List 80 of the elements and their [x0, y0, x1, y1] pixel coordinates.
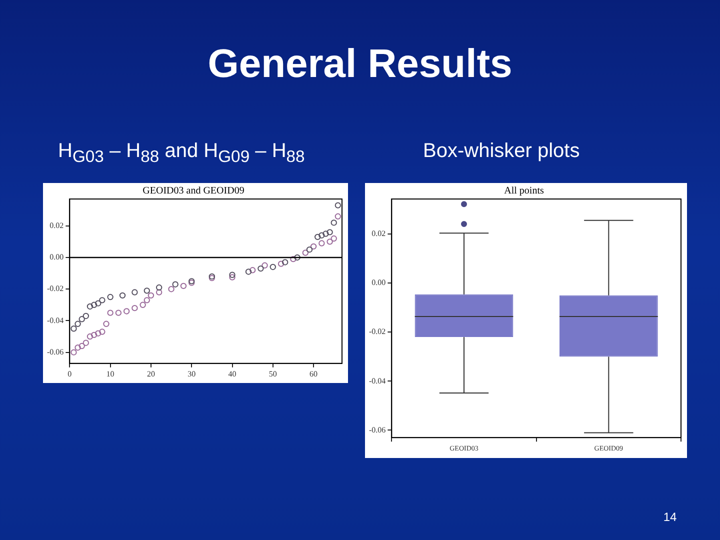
point: [334, 213, 342, 220]
x-tick-label: 60: [310, 369, 318, 378]
point: [99, 297, 106, 304]
point: [282, 259, 288, 266]
point: [326, 238, 333, 245]
y-tick-label: 0.02: [50, 220, 64, 230]
point: [90, 302, 98, 308]
point: [144, 288, 150, 294]
point: [156, 284, 162, 291]
point: [95, 300, 102, 306]
point: [119, 292, 126, 299]
point: [318, 240, 325, 246]
point: [168, 286, 174, 292]
point: [290, 256, 296, 262]
point: [78, 316, 85, 322]
point: [140, 302, 146, 308]
point: [302, 250, 309, 256]
point: [326, 229, 333, 236]
point: [103, 320, 110, 327]
chart-title: GEOID03 and GEOID09: [142, 186, 244, 197]
point: [95, 330, 102, 336]
point: [132, 304, 138, 312]
y-tick-label: -0.02: [368, 327, 386, 336]
point: [148, 292, 154, 299]
point: [249, 267, 256, 274]
point: [314, 234, 321, 240]
point: [322, 230, 329, 237]
point: [70, 326, 77, 332]
x-tick-label: 30: [188, 369, 196, 378]
chart-subtitle: Box-whisker plots: [423, 140, 581, 163]
point: [82, 340, 90, 346]
point: [107, 294, 114, 300]
point: [306, 246, 313, 253]
x-tick-label: 0: [68, 369, 72, 378]
point: [86, 333, 94, 340]
y-tick-label: -0.04: [368, 376, 386, 386]
point: [70, 349, 77, 356]
point: [99, 328, 106, 335]
point: [270, 264, 276, 270]
point: [334, 202, 342, 208]
y-tick-label: 0.02: [372, 229, 386, 238]
point: [115, 310, 122, 316]
point: [180, 282, 187, 290]
point: [330, 220, 337, 226]
point: [172, 281, 178, 288]
point: [144, 297, 150, 304]
point: [107, 310, 114, 316]
point: [262, 262, 268, 268]
point: [123, 308, 130, 314]
x-tick-label: 20: [146, 369, 155, 378]
point: [82, 312, 90, 320]
point: [310, 243, 317, 250]
point: [90, 332, 98, 338]
point: [78, 342, 85, 350]
y-tick-label: -0.04: [46, 316, 64, 325]
point: [294, 254, 300, 261]
point: [258, 265, 264, 272]
point: [74, 344, 81, 351]
y-tick-label: 0.00: [372, 278, 386, 288]
x-tick-label: 40: [228, 369, 236, 378]
chart-title: All points: [504, 186, 544, 197]
point: [318, 232, 325, 238]
point: [156, 289, 162, 296]
point: [86, 303, 94, 310]
point: [330, 235, 337, 242]
text: 14: [662, 510, 678, 524]
x-tick-label: 50: [268, 369, 277, 378]
point: [74, 320, 81, 327]
chart-subtitle: H$_{G03}$ – H$_{88}$ and H$_{G09}$ – H$_{88}$: [58, 140, 306, 167]
point: [278, 260, 284, 267]
point: [245, 268, 252, 275]
point: [229, 274, 236, 280]
y-tick-label: -0.06: [368, 425, 386, 434]
point: [132, 289, 138, 296]
point: [229, 272, 236, 278]
y-tick-label: -0.02: [46, 284, 64, 294]
text: General Results: [206, 42, 514, 87]
x-tick-label: 10: [106, 369, 114, 378]
y-tick-label: -0.06: [46, 347, 64, 356]
y-tick-label: 0.00: [50, 252, 64, 262]
